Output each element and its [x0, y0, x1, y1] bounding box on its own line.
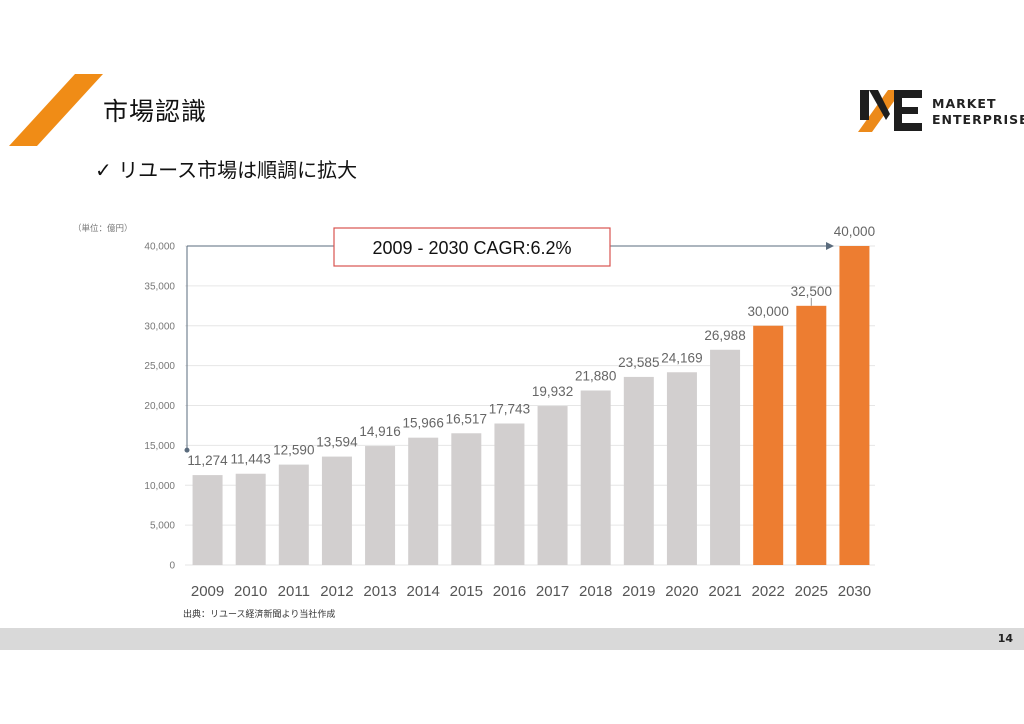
bar-2030: [839, 246, 870, 565]
x-axis-ticks: 2009 2010 2011 2012 2013 2014 2015 2016 2017 2018…: [191, 583, 871, 600]
data-label-2021: 26,988: [704, 328, 745, 343]
bar-chart: 0 5,000 10,000 15,000 20,000 25,000 30,000 35,0…: [144, 224, 875, 600]
cagr-callout-box: [333, 227, 611, 267]
bar-2022: [753, 325, 784, 565]
x-tick-2021: 2021: [708, 583, 741, 600]
unit-label: （単位：億円）: [73, 224, 133, 234]
x-tick-2014: 2014: [407, 583, 440, 600]
bar-2019: [623, 376, 654, 565]
y-tick-label: 35,000: [144, 281, 175, 292]
bar-2018: [580, 390, 611, 565]
x-tick-2015: 2015: [450, 583, 483, 600]
cagr-callout-text: 2009 - 2030 CAGR:6.2%: [372, 238, 571, 258]
logo-line-1: MARKET: [932, 96, 997, 111]
bar-series: [192, 246, 870, 565]
data-label-2011: 12,590: [273, 443, 314, 458]
bar-2013: [365, 446, 396, 565]
data-label-2019: 23,585: [618, 355, 659, 370]
page-title: 市場認識: [103, 97, 208, 126]
x-tick-2030: 2030: [838, 583, 871, 600]
data-label-2025: 32,500: [791, 284, 832, 299]
data-label-2014: 15,966: [403, 416, 444, 431]
page-number: 14: [997, 632, 1013, 645]
bar-2020: [666, 372, 697, 565]
footer-bar: [0, 628, 1024, 650]
x-tick-2013: 2013: [363, 583, 396, 600]
y-axis-ticks: 0 5,000 10,000 15,000 20,000 25,000 30,000 35,0…: [144, 242, 175, 572]
data-label-2015: 16,517: [446, 411, 487, 426]
bar-2017: [537, 406, 568, 565]
data-label-2030: 40,000: [834, 224, 875, 239]
x-tick-2011: 2011: [278, 583, 310, 600]
y-tick-label: 10,000: [144, 481, 175, 492]
orange-slash-decoration: [9, 74, 103, 146]
bar-2014: [408, 437, 439, 565]
data-label-2012: 13,594: [316, 435, 358, 450]
bar-2015: [451, 433, 482, 565]
y-tick-label: 40,000: [144, 242, 175, 253]
bar-2025: [796, 305, 827, 565]
bar-2016: [494, 423, 525, 565]
y-tick-label: 25,000: [144, 361, 175, 372]
bar-2009: [192, 475, 223, 565]
x-tick-2016: 2016: [493, 583, 526, 600]
cagr-annotation: 2009 - 2030 CAGR:6.2%: [184, 227, 834, 453]
x-tick-2012: 2012: [320, 583, 353, 600]
page-subtitle: ✓ リユース市場は順調に拡大: [95, 158, 358, 182]
data-label-2020: 24,169: [661, 350, 702, 365]
x-tick-2009: 2009: [191, 583, 224, 600]
logo-line-2: ENTERPRISE: [932, 112, 1024, 127]
data-label-2009: 11,274: [187, 453, 228, 468]
company-logo: [858, 90, 922, 132]
data-label-2016: 17,743: [489, 401, 530, 416]
y-tick-label: 5,000: [150, 521, 175, 532]
y-tick-label: 0: [169, 561, 175, 572]
data-label-2018: 21,880: [575, 369, 616, 384]
x-tick-2022: 2022: [752, 583, 785, 600]
y-tick-label: 15,000: [144, 441, 175, 452]
y-tick-label: 20,000: [144, 401, 175, 412]
data-label-2022: 30,000: [748, 304, 789, 319]
x-tick-2019: 2019: [622, 583, 655, 600]
x-tick-2010: 2010: [234, 583, 267, 600]
x-tick-2017: 2017: [536, 583, 569, 600]
y-tick-label: 30,000: [144, 321, 175, 332]
x-tick-2025: 2025: [795, 583, 828, 600]
bar-2021: [710, 349, 741, 565]
x-tick-2020: 2020: [665, 583, 698, 600]
logo-wordmark: MARKET ENTERPRISE: [932, 96, 1024, 128]
x-tick-2018: 2018: [579, 583, 612, 600]
bar-2010: [235, 473, 266, 565]
bar-2012: [321, 456, 352, 565]
data-label-2010: 11,443: [231, 452, 271, 467]
data-label-2017: 19,932: [532, 384, 573, 399]
bar-2011: [278, 464, 309, 565]
data-label-2013: 14,916: [359, 424, 400, 439]
source-note: 出典：リユース経済新聞より当社作成: [183, 610, 336, 620]
